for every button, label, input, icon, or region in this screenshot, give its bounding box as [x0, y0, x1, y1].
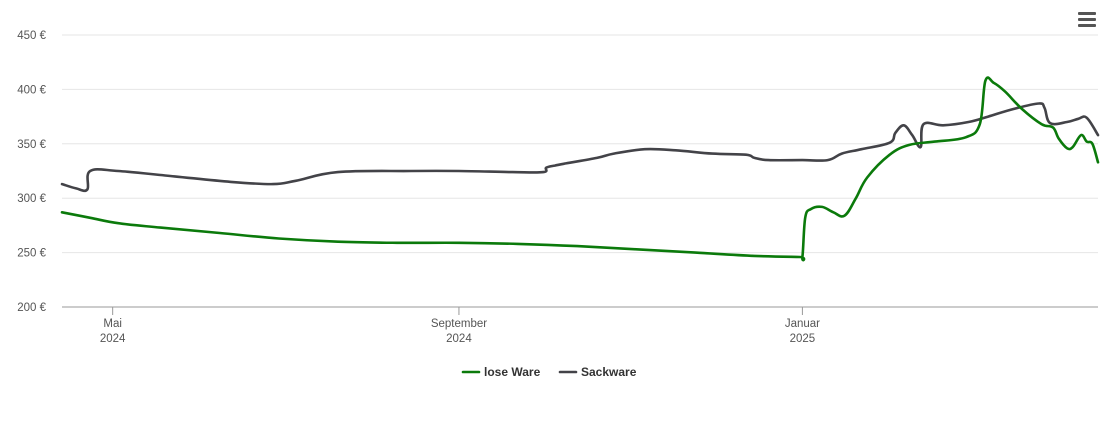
- legend-label: Sackware: [581, 365, 637, 379]
- x-tick-label: Mai: [103, 318, 122, 330]
- x-tick-year: 2024: [100, 333, 126, 345]
- y-tick-label: 250 €: [17, 248, 46, 260]
- y-axis-ticks: 450 € 400 € 350 € 300 € 250 € 200 €: [17, 30, 46, 314]
- series-lines: [60, 76, 1100, 262]
- y-tick-label: 200 €: [17, 302, 46, 314]
- chart-menu-icon[interactable]: [1078, 12, 1098, 32]
- legend-item-lose-ware[interactable]: lose Ware: [461, 365, 541, 379]
- x-tick-label: September: [431, 318, 487, 330]
- y-tick-label: 450 €: [17, 30, 46, 42]
- grid-lines: [62, 34, 1098, 254]
- y-tick-label: 350 €: [17, 139, 46, 151]
- series-line-lose-ware[interactable]: [60, 76, 1100, 262]
- x-axis-ticks: Mai 2024 September 2024 Januar 2025: [100, 307, 820, 345]
- x-tick-label: Januar: [785, 318, 820, 330]
- y-tick-label: 300 €: [17, 193, 46, 205]
- x-tick-year: 2025: [790, 333, 816, 345]
- legend-item-sackware[interactable]: Sackware: [558, 365, 637, 379]
- x-tick-year: 2024: [446, 333, 472, 345]
- legend[interactable]: lose Ware Sackware: [461, 365, 637, 379]
- legend-label: lose Ware: [484, 365, 541, 379]
- y-tick-label: 400 €: [17, 84, 46, 96]
- series-line-sackware[interactable]: [60, 102, 1100, 193]
